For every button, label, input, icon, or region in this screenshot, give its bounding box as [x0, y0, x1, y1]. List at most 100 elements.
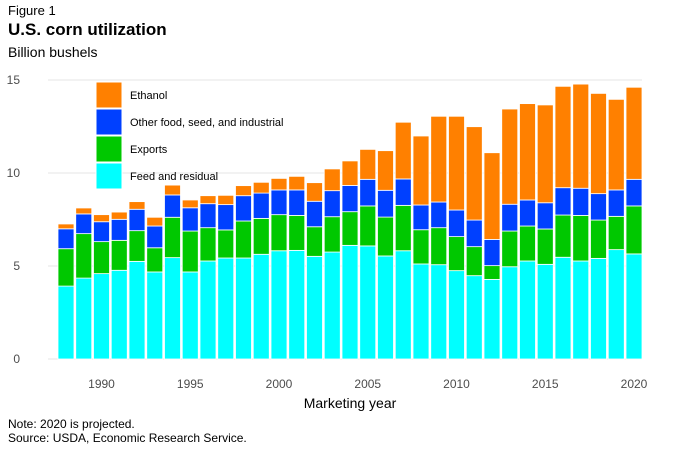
bar-stack-2006 [377, 150, 394, 360]
bar-stack-1995 [181, 199, 199, 360]
bar-segment-other-food-seed-and-industrial-2012 [483, 239, 501, 267]
bar-segment-feed-and-residual-2019 [607, 249, 625, 360]
bar-stack-1989 [75, 207, 93, 360]
bar-segment-other-food-seed-and-industrial-2014 [519, 199, 536, 227]
bar-segment-ethanol-2010 [448, 115, 465, 211]
bar-segment-feed-and-residual-2014 [519, 260, 536, 360]
bar-segment-other-food-seed-and-industrial-2009 [430, 201, 448, 229]
legend-swatch [95, 135, 123, 163]
bar-segment-feed-and-residual-2002 [306, 255, 323, 360]
bar-segment-exports-1996 [199, 227, 217, 262]
bar-stack-2016 [554, 85, 572, 360]
y-tick-label: 0 [13, 352, 20, 366]
bar-segment-feed-and-residual-1993 [146, 271, 164, 360]
bar-segment-feed-and-residual-2011 [465, 275, 483, 360]
bar-segment-ethanol-2007 [394, 121, 412, 180]
x-tick-label: 2020 [621, 377, 648, 391]
bar-segment-other-food-seed-and-industrial-1996 [199, 203, 217, 229]
bar-segment-other-food-seed-and-industrial-1989 [75, 213, 93, 235]
bar-segment-other-food-seed-and-industrial-2010 [448, 209, 465, 238]
bar-segment-exports-1993 [146, 247, 164, 273]
bar-segment-feed-and-residual-2007 [394, 250, 412, 360]
x-axis-ticks: 1990 1995 2000 2005 2010 2015 2020 [88, 377, 648, 391]
bar-segment-feed-and-residual-2018 [590, 257, 607, 360]
bar-segment-other-food-seed-and-industrial-2008 [412, 204, 430, 231]
bars [57, 83, 643, 360]
bar-segment-exports-2016 [554, 214, 572, 258]
bar-segment-ethanol-2002 [306, 182, 323, 202]
bar-segment-ethanol-1988 [57, 223, 75, 230]
bar-segment-ethanol-2020 [625, 86, 643, 180]
bar-stack-2002 [306, 182, 323, 360]
bar-stack-1988 [57, 223, 75, 360]
bar-stack-2020 [625, 86, 643, 360]
bar-segment-feed-and-residual-2016 [554, 256, 572, 360]
bar-segment-feed-and-residual-1997 [217, 257, 235, 360]
bar-segment-exports-2019 [607, 215, 625, 251]
bar-segment-other-food-seed-and-industrial-2000 [270, 189, 288, 216]
bar-segment-feed-and-residual-2017 [572, 260, 590, 360]
bar-stack-1998 [235, 185, 252, 360]
bar-segment-other-food-seed-and-industrial-1997 [217, 204, 235, 231]
source-text: Source: USDA, Economic Research Service. [8, 431, 247, 445]
bar-stack-2003 [323, 168, 341, 360]
bar-stack-1990 [93, 214, 110, 360]
bar-segment-feed-and-residual-2008 [412, 263, 430, 360]
bar-segment-other-food-seed-and-industrial-1995 [181, 207, 199, 232]
x-tick-label: 2010 [443, 377, 470, 391]
bar-segment-other-food-seed-and-industrial-1988 [57, 228, 75, 250]
x-tick-label: 1990 [88, 377, 115, 391]
bar-segment-exports-1995 [181, 230, 199, 273]
bar-segment-other-food-seed-and-industrial-2002 [306, 200, 323, 228]
bar-segment-ethanol-2012 [483, 152, 501, 240]
bar-segment-ethanol-1998 [235, 185, 252, 197]
bar-segment-exports-2009 [430, 227, 448, 266]
bar-segment-exports-2001 [288, 215, 306, 251]
bar-stack-2000 [270, 177, 288, 360]
bar-segment-ethanol-2009 [430, 115, 448, 203]
bar-segment-ethanol-2016 [554, 85, 572, 189]
bar-segment-feed-and-residual-1995 [181, 271, 199, 360]
bar-stack-2007 [394, 121, 412, 360]
bar-segment-exports-1990 [93, 241, 110, 275]
bar-stack-1993 [146, 216, 164, 360]
bar-segment-ethanol-2003 [323, 168, 341, 192]
legend-label: Exports [130, 144, 168, 156]
bar-stack-2008 [412, 135, 430, 360]
y-tick-label: 5 [13, 259, 20, 273]
bar-segment-feed-and-residual-2010 [448, 270, 465, 360]
x-tick-label: 2000 [266, 377, 293, 391]
bar-segment-other-food-seed-and-industrial-2001 [288, 189, 306, 216]
bar-segment-feed-and-residual-1992 [128, 260, 146, 360]
bar-segment-other-food-seed-and-industrial-1994 [164, 194, 181, 218]
bar-segment-ethanol-1999 [252, 181, 270, 194]
bar-segment-exports-2020 [625, 205, 643, 255]
bar-segment-ethanol-1996 [199, 195, 217, 205]
bar-segment-ethanol-2013 [501, 108, 519, 205]
bar-segment-exports-2010 [448, 236, 465, 272]
legend-label: Feed and residual [130, 171, 218, 183]
bar-segment-feed-and-residual-1998 [235, 257, 252, 360]
bar-segment-exports-2007 [394, 204, 412, 252]
bar-segment-ethanol-2001 [288, 175, 306, 191]
bar-segment-ethanol-2017 [572, 83, 590, 189]
bar-segment-ethanol-2000 [270, 177, 288, 191]
legend-swatch [95, 81, 123, 109]
x-axis-label: Marketing year [304, 395, 397, 411]
bar-segment-ethanol-1995 [181, 199, 199, 209]
bar-segment-other-food-seed-and-industrial-1998 [235, 195, 252, 222]
bar-segment-feed-and-residual-2012 [483, 278, 501, 360]
figure-label: Figure 1 [8, 3, 56, 18]
bar-segment-exports-1997 [217, 229, 235, 259]
bar-segment-ethanol-1992 [128, 201, 146, 210]
bar-segment-exports-2006 [377, 216, 394, 257]
chart-title: U.S. corn utilization [8, 20, 167, 39]
y-axis-unit-label: Billion bushels [8, 44, 98, 60]
bar-segment-feed-and-residual-1994 [164, 257, 181, 360]
legend-swatch [95, 108, 123, 136]
bar-stack-2009 [430, 115, 448, 360]
bar-segment-ethanol-2019 [607, 98, 625, 191]
y-axis-ticks: 0 5 10 15 [7, 73, 21, 366]
bar-segment-feed-and-residual-2009 [430, 264, 448, 360]
